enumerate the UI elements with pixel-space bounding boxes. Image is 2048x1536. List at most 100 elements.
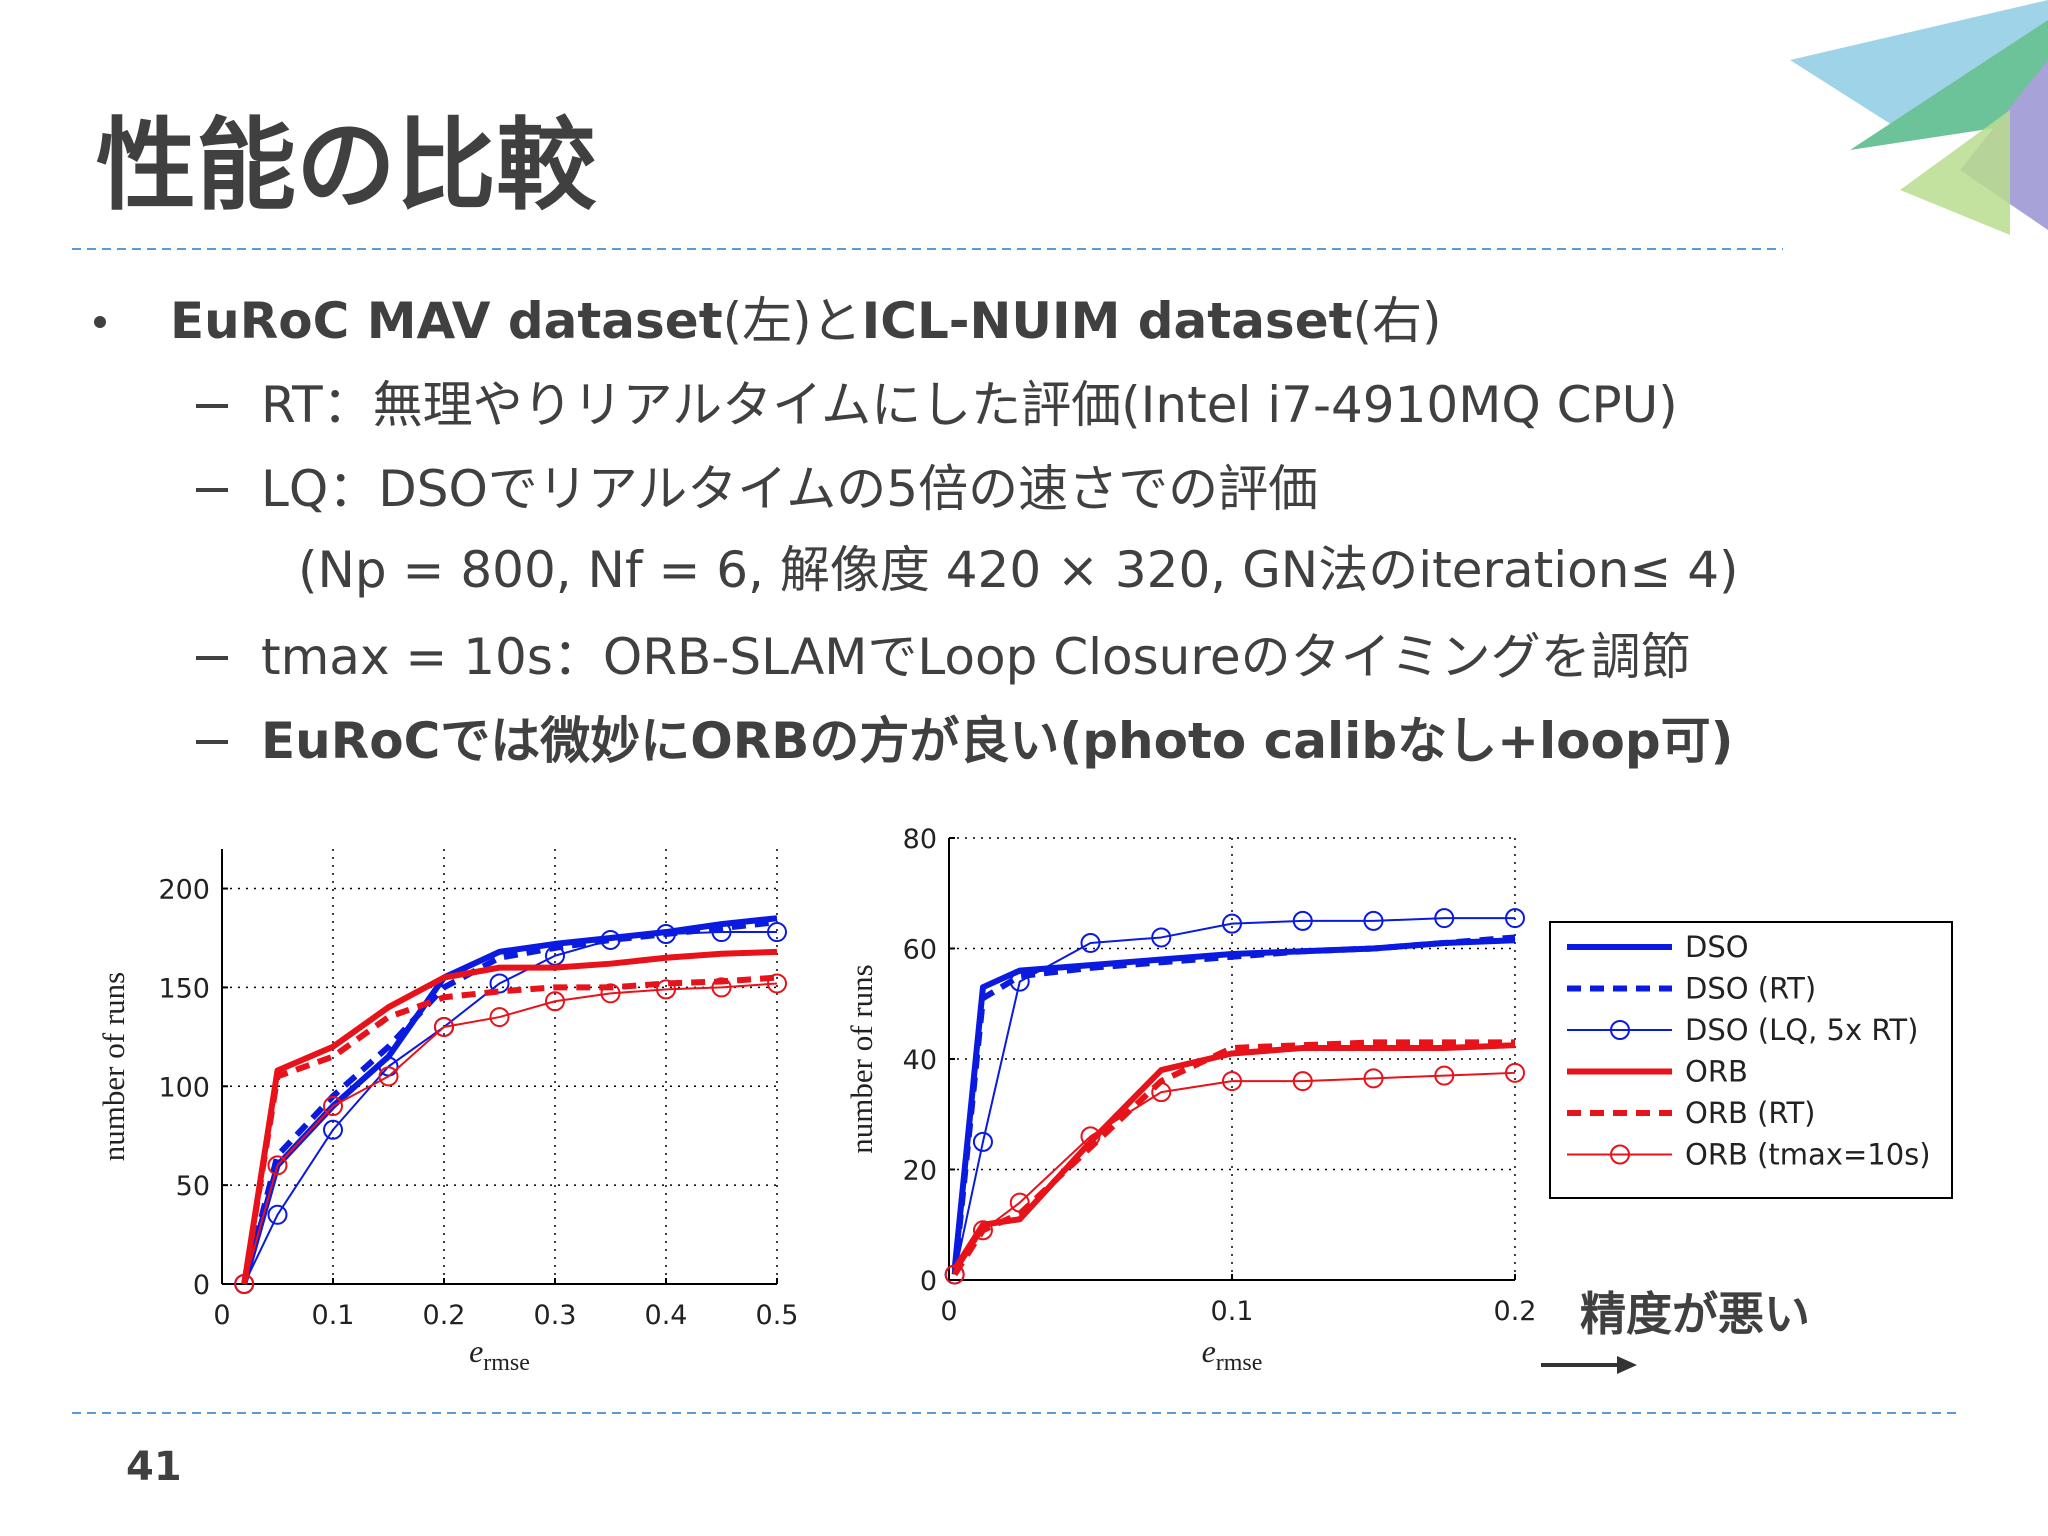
y-tick-label: 200 bbox=[158, 875, 210, 906]
series-marker bbox=[600, 929, 621, 950]
legend-marker bbox=[1610, 1144, 1630, 1165]
x-tick-label: 0.5 bbox=[756, 1300, 799, 1331]
y-tick-label: 100 bbox=[158, 1072, 210, 1103]
series-marker bbox=[711, 977, 732, 998]
series-line bbox=[241, 948, 778, 1285]
legend-label: ORB bbox=[1685, 1055, 1748, 1089]
y-axis-label: number of runs bbox=[844, 964, 879, 1153]
bullet-text: tmax = 10s：ORB-SLAMでLoop Closureのタイミングを調… bbox=[261, 628, 1691, 686]
series-marker bbox=[1363, 1068, 1384, 1089]
legend-label: ORB (RT) bbox=[1685, 1096, 1815, 1130]
series-line bbox=[243, 931, 777, 1285]
bullet-text: EuRoCでは微妙にORBの方が良い(photo calibなし+loop可) bbox=[261, 712, 1734, 770]
bullet-text: (Np = 800, Nf = 6, 解像度 420 × 320, GN法のit… bbox=[298, 541, 1739, 599]
x-label-sub: rmse bbox=[483, 1350, 530, 1376]
series-marker bbox=[1292, 1071, 1313, 1092]
series-marker bbox=[656, 924, 676, 945]
y-tick-label: 0 bbox=[920, 1266, 937, 1297]
series-line bbox=[243, 982, 778, 1285]
bullet-text: EuRoC MAV dataset(左)とICL-NUIM dataset(右) bbox=[170, 292, 1442, 350]
series-marker bbox=[1080, 1126, 1101, 1147]
series-marker bbox=[972, 1220, 993, 1241]
series-line bbox=[953, 1071, 1516, 1276]
chart: 0 0.1 0.2 0.3 0.4 0.5 0 50 100 150 200 number of ru… bbox=[96, 849, 798, 1376]
legend-label: DSO bbox=[1685, 930, 1749, 964]
deco-shape bbox=[1900, 110, 2010, 235]
x-tick-label: 0.4 bbox=[645, 1300, 688, 1331]
text-segment: (右) bbox=[1353, 292, 1442, 350]
series-marker bbox=[767, 922, 787, 943]
series-marker bbox=[1222, 913, 1242, 934]
text-segment: EuRoC MAV dataset bbox=[170, 292, 723, 350]
x-label-base: e bbox=[469, 1333, 483, 1369]
series-marker bbox=[1434, 1065, 1455, 1086]
series-marker bbox=[267, 1155, 288, 1176]
legend-box bbox=[1549, 921, 1953, 1199]
page-number: 41 bbox=[126, 1444, 182, 1490]
legend-label: DSO (LQ, 5x RT) bbox=[1685, 1013, 1918, 1047]
series-marker bbox=[1151, 927, 1172, 948]
series-line bbox=[951, 934, 1516, 1275]
x-label-base: e bbox=[1202, 1333, 1216, 1369]
series-marker bbox=[1505, 1062, 1525, 1083]
text-segment: tmax = 10s bbox=[261, 628, 553, 686]
bullet-text: LQ：DSOでリアルタイムの5倍の速さでの評価 bbox=[261, 460, 1318, 518]
series-marker bbox=[711, 922, 732, 943]
x-tick-label: 0.3 bbox=[534, 1300, 577, 1331]
text-segment: LQ：DSOでリアルタイムの5倍の速さでの評価 bbox=[261, 460, 1318, 518]
y-tick-label: 50 bbox=[176, 1171, 210, 1202]
x-axis-label: ermse bbox=[1202, 1333, 1263, 1376]
series-marker bbox=[1009, 1192, 1030, 1213]
series-marker bbox=[767, 973, 787, 994]
y-tick-label: 60 bbox=[903, 935, 937, 966]
text-segment: (左)と bbox=[723, 292, 862, 350]
y-tick-label: 80 bbox=[903, 824, 937, 855]
legend-label: DSO (RT) bbox=[1685, 972, 1816, 1006]
x-tick-label: 0.1 bbox=[312, 1300, 355, 1331]
y-tick-label: 150 bbox=[158, 973, 210, 1004]
series-marker bbox=[489, 973, 510, 994]
text-segment: ICL-NUIM dataset bbox=[862, 292, 1353, 350]
series-marker bbox=[1151, 1082, 1172, 1103]
legend-marker bbox=[1610, 1020, 1630, 1040]
bullet-text: RT：無理やりリアルタイムにした評価(Intel i7-4910MQ CPU) bbox=[261, 376, 1678, 434]
series-marker bbox=[545, 991, 565, 1012]
bullet-dot bbox=[94, 316, 106, 328]
x-tick-label: 0.2 bbox=[1494, 1296, 1537, 1327]
series-marker bbox=[489, 1007, 510, 1028]
series-line bbox=[953, 917, 1515, 1275]
series-line bbox=[241, 919, 778, 1285]
series-line bbox=[952, 1039, 1515, 1277]
annotation: 精度が悪い bbox=[1580, 1287, 1810, 1341]
decoration bbox=[1790, 0, 2048, 235]
annotation-arrowhead bbox=[1617, 1356, 1637, 1374]
series-marker bbox=[1009, 971, 1030, 992]
text-segment: RT：無理やりリアルタイムにした評価(Intel i7-4910MQ CPU) bbox=[261, 376, 1678, 434]
legend-label: ORB (tmax=10s) bbox=[1685, 1138, 1931, 1172]
series-line bbox=[951, 937, 1516, 1270]
series-marker bbox=[1292, 910, 1313, 931]
series-marker bbox=[1080, 932, 1101, 953]
series-marker bbox=[234, 1274, 255, 1294]
text-segment: EuRoCでは微妙にORBの方が良い(photo calibなし+loop可) bbox=[261, 712, 1734, 770]
series-marker bbox=[972, 1131, 993, 1152]
text-segment: (Np = 800, Nf = 6, 解像度 420 × 320, GN法のit… bbox=[298, 541, 1739, 599]
series-marker bbox=[434, 1016, 454, 1037]
y-tick-label: 0 bbox=[193, 1270, 210, 1301]
slide-title: 性能の比較 bbox=[96, 107, 597, 224]
x-tick-label: 0 bbox=[940, 1296, 957, 1327]
y-tick-label: 20 bbox=[903, 1156, 937, 1187]
series-marker bbox=[1222, 1071, 1242, 1092]
y-tick-label: 40 bbox=[903, 1045, 937, 1076]
series-marker bbox=[323, 1096, 343, 1117]
chart: 0 0.1 0.2 0 20 40 60 80 number of runs ermse DSO DS… bbox=[844, 824, 1953, 1376]
x-tick-label: 0 bbox=[213, 1300, 230, 1331]
series-marker bbox=[944, 1264, 965, 1285]
y-axis-label: number of runs bbox=[96, 972, 131, 1161]
series-marker bbox=[1434, 908, 1455, 929]
series-marker bbox=[1505, 908, 1525, 929]
series-marker bbox=[323, 1119, 343, 1140]
series-marker bbox=[656, 979, 676, 1000]
x-axis-label: ermse bbox=[469, 1333, 530, 1376]
